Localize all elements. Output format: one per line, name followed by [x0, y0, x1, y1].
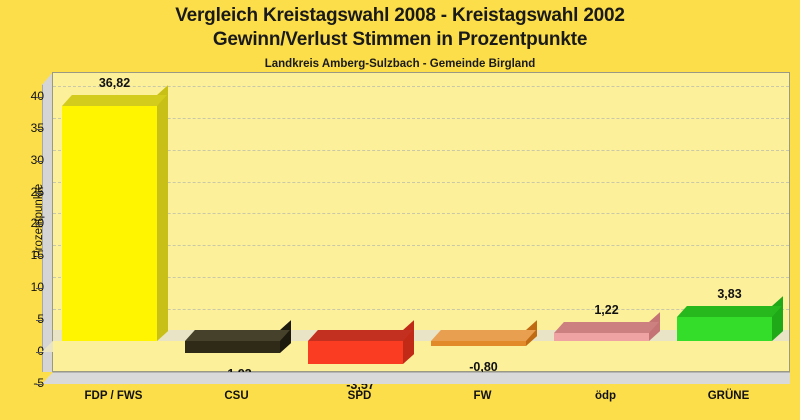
y-axis-tick-mark [36, 128, 42, 130]
zero-baseline-lip [42, 341, 53, 353]
bar-value-label: 1,22 [594, 303, 619, 318]
chart-title-line-2: Gewinn/Verlust Stimmen in Prozentpunkte [212, 29, 588, 50]
y-axis-tick-mark [36, 256, 42, 258]
chart-subtitle: Landkreis Amberg-Sulzbach - Gemeinde Bir… [264, 58, 536, 70]
chart-title-line-1: Vergleich Kreistagswahl 2008 - Kreistags… [175, 5, 625, 26]
x-axis-tick-label: SPD [347, 390, 372, 402]
bar-top-face [553, 322, 659, 334]
bar-top-face [430, 330, 536, 342]
bar-value-label: 3,83 [717, 286, 742, 301]
x-axis-tick-label: FDP / FWS [84, 390, 143, 402]
bar-front-face [307, 341, 403, 364]
bar-top-face [676, 305, 782, 317]
zero-baseline [53, 330, 789, 342]
bar-front-face [184, 341, 280, 354]
y-axis-tick-mark [36, 320, 42, 322]
bar-fdp-fws[interactable] [61, 85, 168, 342]
bar-fw[interactable] [430, 320, 537, 347]
gridline [53, 149, 789, 151]
bar-front-face [430, 341, 526, 347]
gridline [53, 277, 789, 279]
y-axis-tick-label: -5 [33, 376, 44, 390]
bar-top-face [61, 95, 167, 107]
bar-front-face [676, 316, 772, 342]
x-axis-tick-label: GRÜNE [707, 390, 750, 402]
y-axis-tick-label: 35 [30, 120, 44, 135]
bar-front-face [61, 106, 157, 342]
y-axis-tick-mark [36, 96, 42, 98]
y-axis-tick-label: 25 [30, 184, 44, 199]
y-axis-tick-label: 5 [37, 312, 44, 327]
plot-floor [42, 372, 790, 384]
chart-title-block: Vergleich Kreistagswahl 2008 - Kreistags… [0, 4, 800, 73]
bar-front-face [553, 333, 649, 342]
plot-area: 36,82-1,93-3,57-0,801,223,83 Prozentpunk… [31, 72, 790, 402]
x-axis-tick-label: FW [473, 390, 492, 402]
plot-left-wall-top [42, 72, 53, 85]
y-axis-tick-label: 20 [30, 216, 44, 231]
bar-top-face [184, 330, 290, 342]
y-axis-tick-mark [36, 160, 42, 162]
y-axis-tick-mark [36, 288, 42, 290]
y-axis-tick-mark [36, 224, 42, 226]
gridline [53, 85, 789, 87]
plot-left-wall [42, 84, 53, 384]
bar-side-face [156, 85, 168, 342]
bar-value-label: -0,80 [469, 360, 498, 375]
y-axis-tick-label: 10 [30, 280, 44, 295]
x-axis-tick-label: CSU [224, 390, 249, 402]
bar-top-face [307, 330, 413, 342]
bar-value-label: 36,82 [98, 76, 131, 91]
bar-side-face [402, 320, 414, 364]
y-axis-tick-label: 30 [30, 152, 44, 167]
gridline [53, 213, 789, 215]
y-axis-tick-mark [36, 352, 42, 354]
bar-dp[interactable] [553, 312, 660, 342]
bar-csu[interactable] [184, 320, 291, 354]
y-axis-tick-mark [36, 384, 42, 385]
gridline [53, 181, 789, 183]
plot-back-wall: 36,82-1,93-3,57-0,801,223,83 [52, 72, 790, 392]
x-axis-tick-label: ödp [594, 390, 617, 402]
bar-spd[interactable] [307, 320, 414, 364]
y-axis-tick-label: 15 [30, 248, 44, 263]
y-axis-tick-label: 0 [37, 344, 44, 359]
bar-gr-ne[interactable] [676, 295, 783, 342]
plot-floor-corner [42, 372, 53, 384]
y-axis-tick-label: 40 [30, 88, 44, 103]
gridline [53, 309, 789, 311]
y-axis-tick-mark [36, 192, 42, 194]
gridline [53, 117, 789, 119]
gridline [53, 245, 789, 247]
